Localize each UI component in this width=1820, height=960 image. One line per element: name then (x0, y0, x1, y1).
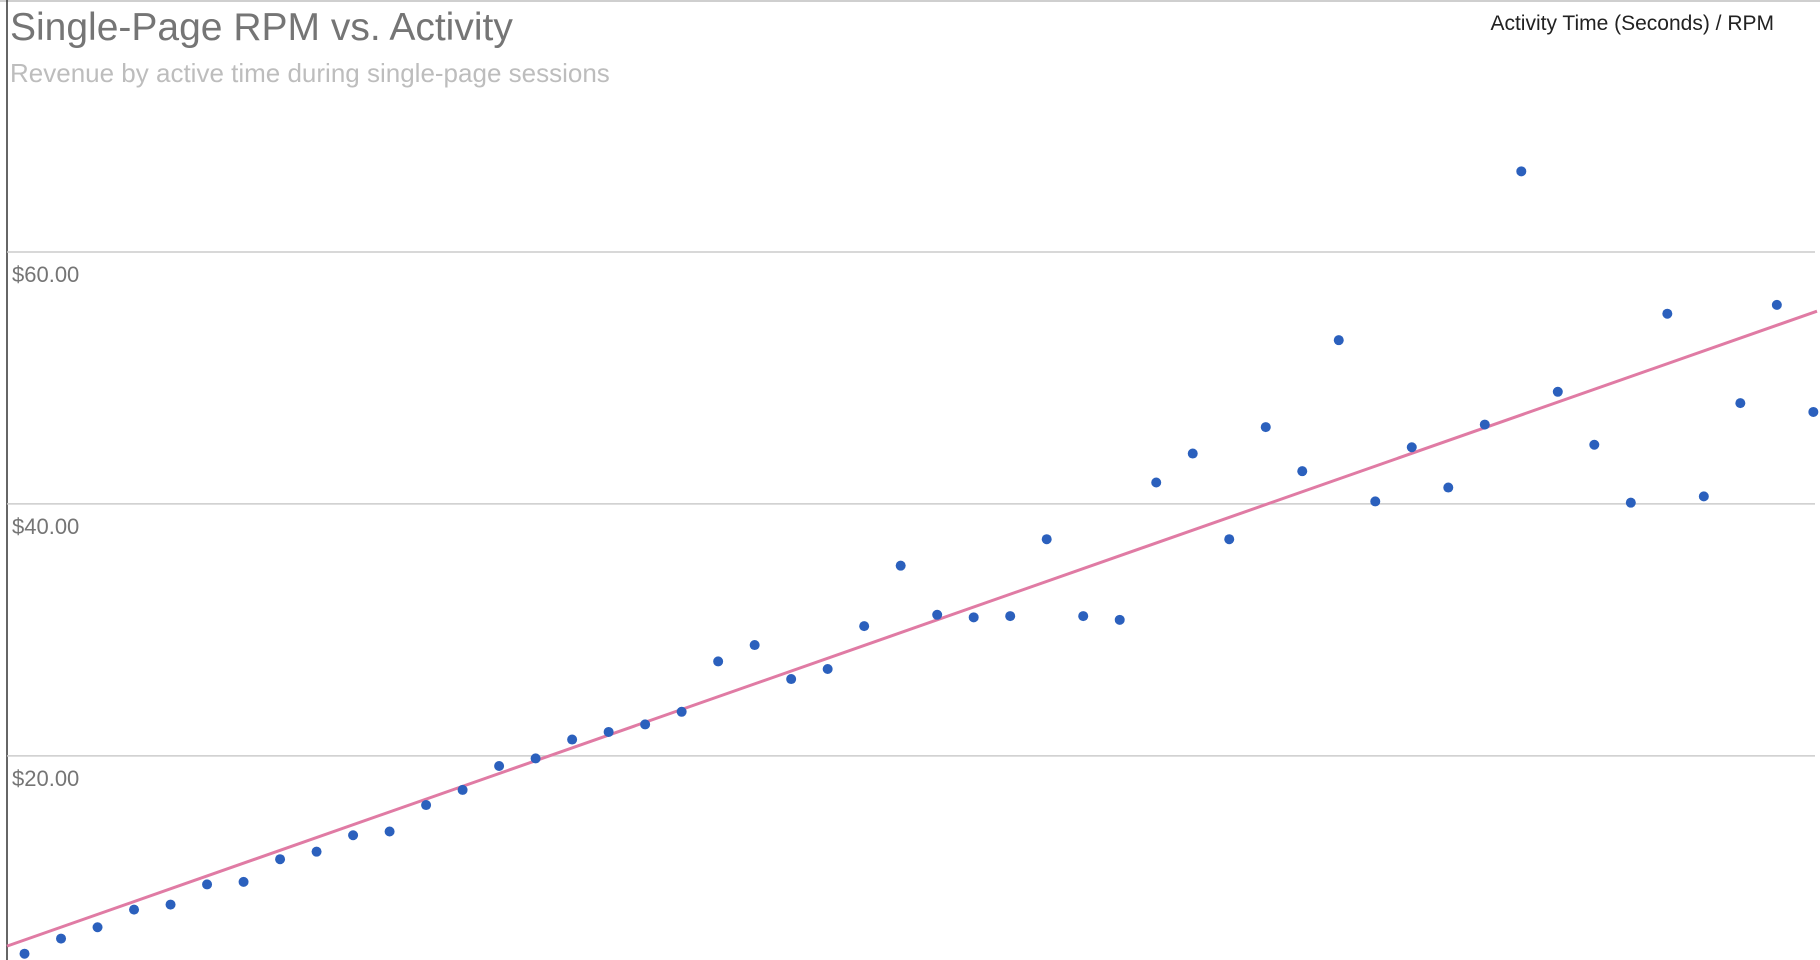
data-point (1589, 439, 1600, 450)
data-point (1297, 466, 1308, 477)
data-point (384, 826, 395, 837)
data-point (713, 656, 724, 667)
data-point (1662, 308, 1673, 319)
data-point (676, 706, 687, 717)
data-point (1333, 335, 1344, 346)
data-point (457, 784, 468, 795)
data-point (275, 854, 286, 865)
data-point (895, 560, 906, 571)
y-tick-label: $20.00 (12, 766, 79, 791)
data-point (1078, 611, 1089, 622)
data-point (311, 846, 322, 857)
data-point (421, 800, 432, 811)
data-point (822, 663, 833, 674)
data-point (1443, 482, 1454, 493)
data-point (968, 612, 979, 623)
data-point (1516, 166, 1527, 177)
data-point (56, 933, 67, 944)
y-tick-label: $40.00 (12, 514, 79, 539)
data-point (786, 674, 797, 685)
data-point (348, 830, 359, 841)
data-point (202, 879, 213, 890)
data-point (1260, 422, 1271, 433)
data-point (1625, 497, 1636, 508)
data-point (1698, 491, 1709, 502)
data-point (129, 904, 140, 915)
data-point (640, 719, 651, 730)
data-point (932, 609, 943, 620)
data-point (1041, 534, 1052, 545)
chart-subtitle: Revenue by active time during single-pag… (10, 58, 610, 88)
trendline (6, 309, 1818, 948)
data-point (1151, 477, 1162, 488)
data-point (1114, 614, 1125, 625)
data-point (603, 726, 614, 737)
data-point (494, 760, 505, 771)
data-point (165, 899, 176, 910)
data-point (1808, 406, 1819, 417)
data-point (1370, 496, 1381, 507)
data-point (859, 621, 870, 632)
data-point (1187, 448, 1198, 459)
data-point (19, 948, 30, 959)
chart-title: Single-Page RPM vs. Activity (10, 6, 513, 49)
data-point (238, 876, 249, 887)
data-point (1406, 442, 1417, 453)
data-point (530, 753, 541, 764)
data-point (92, 922, 103, 933)
data-point (749, 640, 760, 651)
data-point (567, 734, 578, 745)
data-point (1771, 299, 1782, 310)
y-tick-label: $60.00 (12, 262, 79, 287)
data-point (1224, 534, 1235, 545)
data-point (1552, 386, 1563, 397)
data-point (1005, 611, 1016, 622)
legend-label: Activity Time (Seconds) / RPM (1490, 12, 1774, 35)
data-point (1479, 419, 1490, 430)
data-point (1735, 398, 1746, 409)
